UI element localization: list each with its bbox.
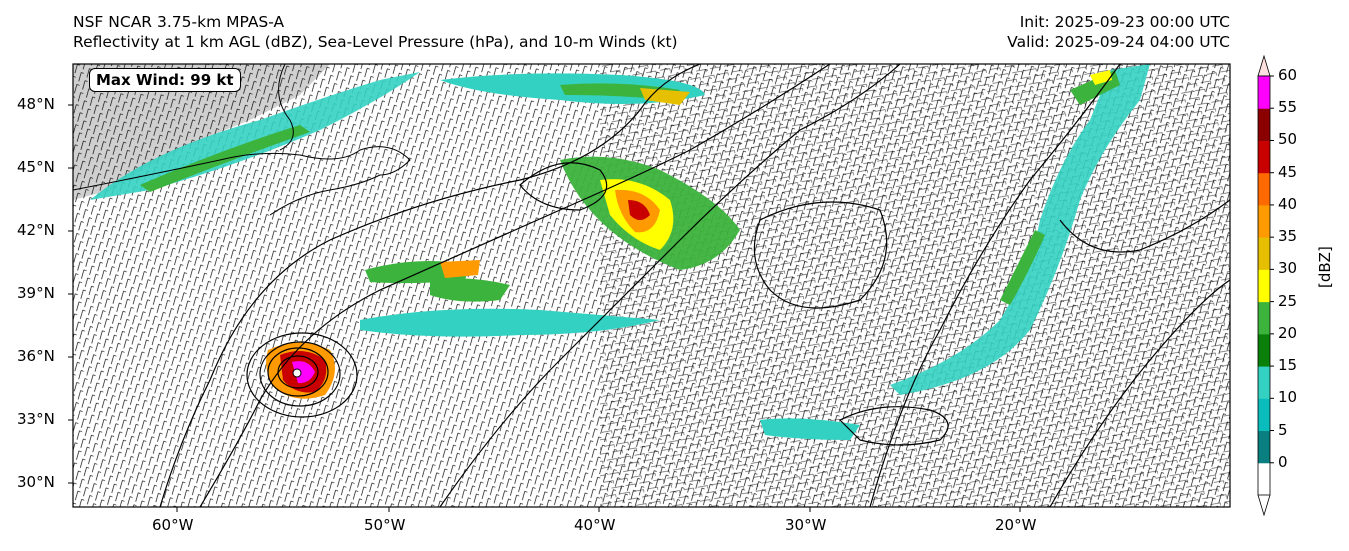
init-time: Init: 2025-09-23 00:00 UTC	[1019, 13, 1230, 31]
colorbar-segment	[1258, 108, 1270, 141]
colorbar-segment	[1258, 269, 1270, 303]
model-title: NSF NCAR 3.75-km MPAS-A	[73, 13, 285, 31]
colorbar-segment	[1258, 333, 1270, 367]
colorbar-extend-min	[1257, 494, 1271, 517]
lon-label: 20°W	[995, 516, 1037, 534]
valid-time: Valid: 2025-09-24 04:00 UTC	[1007, 33, 1230, 51]
colorbar-tick-label: 30	[1278, 259, 1298, 278]
lon-label: 40°W	[574, 516, 616, 534]
colorbar-segment	[1258, 366, 1270, 399]
wind-barbs-east	[600, 64, 1230, 507]
max-wind-label: Max Wind: 99 kt	[89, 68, 241, 92]
colorbar-tick-label: 0	[1278, 452, 1288, 471]
map-frame	[72, 63, 1231, 508]
storm-center-icon	[292, 368, 302, 378]
lat-label: 36°N	[17, 347, 55, 365]
colorbar-segment	[1258, 462, 1270, 496]
colorbar-segment	[1258, 430, 1270, 464]
lat-label: 39°N	[17, 284, 55, 302]
lat-label: 45°N	[17, 158, 55, 176]
colorbar-tick-label: 25	[1278, 291, 1298, 310]
title-left: NSF NCAR 3.75-km MPAS-A Reflectivity at …	[73, 12, 678, 52]
colorbar-segment	[1258, 140, 1270, 174]
colorbar	[1257, 54, 1274, 517]
isobars	[159, 64, 1230, 507]
colorbar-tick-label: 20	[1278, 323, 1298, 342]
lat-label: 48°N	[17, 95, 55, 113]
colorbar-segment	[1258, 237, 1270, 270]
lat-label: 33°N	[17, 410, 55, 428]
colorbar-tick-label: 15	[1278, 356, 1298, 375]
colorbar-segment	[1258, 301, 1270, 335]
colorbar-tick-label: 55	[1278, 98, 1298, 117]
field-title: Reflectivity at 1 km AGL (dBZ), Sea-Leve…	[73, 33, 678, 51]
colorbar-tick-label: 35	[1278, 227, 1298, 246]
colorbar-unit: [dBZ]	[1316, 246, 1334, 288]
colorbar-segment	[1258, 172, 1270, 206]
lat-label: 30°N	[17, 473, 55, 491]
colorbar-segment	[1258, 204, 1270, 238]
colorbar-segment	[1258, 76, 1270, 109]
colorbar-tick-label: 40	[1278, 194, 1298, 213]
axis-ticks	[68, 104, 1021, 512]
title-right: Init: 2025-09-23 00:00 UTC Valid: 2025-0…	[1007, 12, 1230, 52]
colorbar-tick-label: 45	[1278, 162, 1298, 181]
colorbar-segment	[1258, 398, 1270, 432]
map-panel	[73, 64, 1230, 507]
colorbar-extend-max	[1257, 54, 1271, 77]
lat-label: 42°N	[17, 221, 55, 239]
colorbar-tick-label: 50	[1278, 130, 1298, 149]
colorbar-tick-label: 60	[1278, 66, 1298, 84]
colorbar-tick-label: 10	[1278, 388, 1298, 407]
colorbar-tick-label: 5	[1278, 420, 1288, 439]
lon-label: 50°W	[364, 516, 406, 534]
colorbar-border	[1257, 75, 1271, 496]
lon-label: 30°W	[785, 516, 827, 534]
coastline	[73, 64, 411, 216]
lon-label: 60°W	[152, 516, 194, 534]
